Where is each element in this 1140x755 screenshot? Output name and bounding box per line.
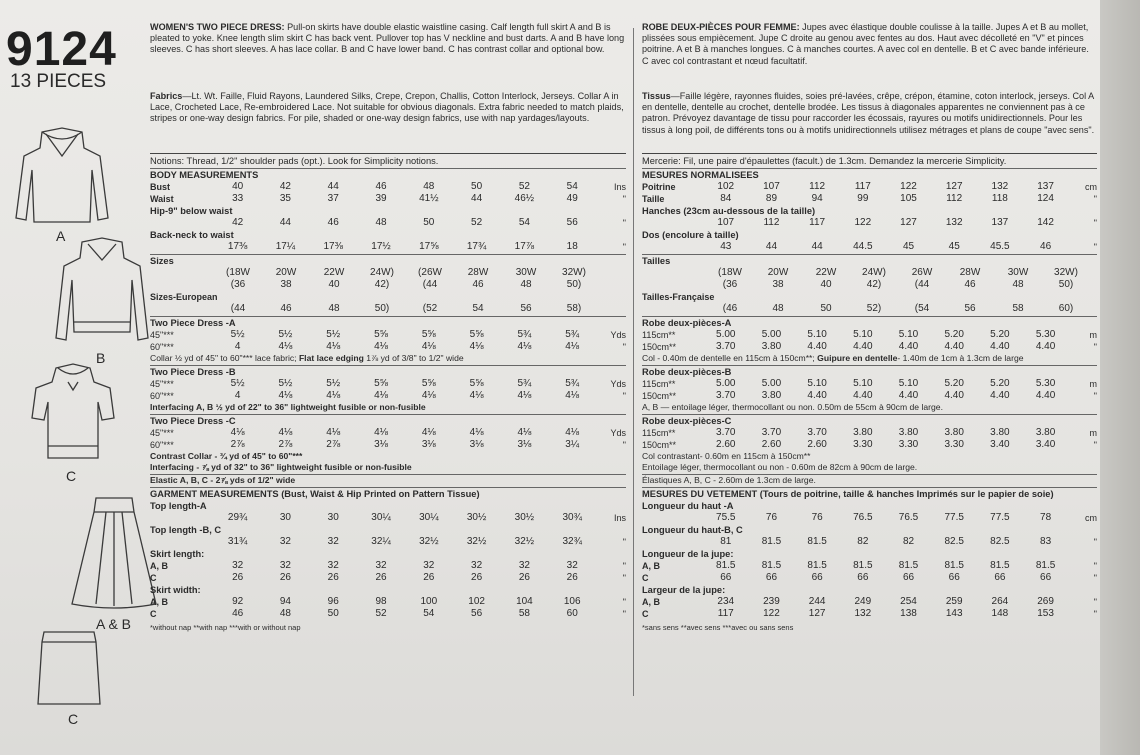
robe-a-115: 115cm** 5.00 5.00 5.10 5.10 5.10 5.20 5.20 5.30 m <box>642 329 1097 340</box>
tailles-label: Tailles <box>642 256 671 266</box>
longueur-jupe-ab: A, B 81.5 81.5 81.5 81.5 81.5 81.5 81.5 81.5 " <box>642 560 1097 571</box>
skirt-length-ab: A, B 32 32 32 32 32 32 32 32 " <box>150 560 626 571</box>
dress-c-45: 45"*** 4⅛ 4⅛ 4⅛ 4⅛ 4⅛ 4⅛ 4⅛ 4⅛ Yds <box>150 427 626 438</box>
view-c-sketch <box>31 363 115 459</box>
body-measurements-title: BODY MEASUREMENTS <box>150 170 259 180</box>
column-divider <box>633 28 634 696</box>
poitrine-row: Poitrine 102 107 112 117 122 127 132 137 cm <box>642 181 1097 192</box>
dress-a-60: 60"*** 4 4⅛ 4⅛ 4⅛ 4⅛ 4⅛ 4⅛ 4⅛ " <box>150 341 626 352</box>
dress-b-45: 45"*** 5½ 5½ 5½ 5⅝ 5⅝ 5⅝ 5¾ 5¾ Yds <box>150 378 626 389</box>
robe-c-150: 150cm** 2.60 2.60 2.60 3.30 3.30 3.30 3.40 3.40 " <box>642 439 1097 450</box>
footnote-en: *without nap **with nap ***with or witho… <box>150 623 301 632</box>
skirt-width-label: Skirt width: <box>150 585 201 595</box>
skirt-width-ab: A, B 92 94 96 98 100 102 104 106 " <box>150 596 626 607</box>
dos-row: 43 44 44 44.5 45 45 45.5 46 " <box>720 241 1097 252</box>
sizes-eu-row: Sizes-European <box>150 292 218 302</box>
largeur-jupe-ab: A, B 234 239 244 249 254 259 264 269 " <box>642 596 1097 607</box>
top-length-bc-label: Top length -B, C <box>150 525 222 535</box>
notions-fr: Mercerie: Fil, une paire d'épaulettes (f… <box>642 153 1097 167</box>
top-length-a-row: 29¾ 30 30 30¼ 30¼ 30½ 30½ 30¾ Ins <box>227 512 626 523</box>
hip-row: 42 44 46 48 50 52 54 56 " <box>232 217 626 228</box>
robe-b-150: 150cm** 3.70 3.80 4.40 4.40 4.40 4.40 4.40 4.40 " <box>642 390 1097 401</box>
top-length-a-label: Top length-A <box>150 501 207 511</box>
dress-c-interfacing: Interfacing - ⅞ yd of 32" to 36" lightwe… <box>150 462 412 472</box>
robe-a-col: Col - 0.40m de dentelle en 115cm à 150cm… <box>642 353 1024 363</box>
garment-measurements-title: GARMENT MEASUREMENTS (Bust, Waist & Hip … <box>150 489 480 499</box>
longueur-haut-a-label: Longueur du haut -A <box>642 501 734 511</box>
sizes-label: Sizes <box>150 256 174 266</box>
tailles-row: (18W 20W 22W 24W) 26W 28W 30W 32W) <box>718 267 1078 278</box>
french-column: ROBE DEUX-PIÈCES POUR FEMME: Jupes avec … <box>642 22 1097 633</box>
bust-row: Bust 40 42 44 46 48 50 52 54 Ins <box>150 181 626 192</box>
fabrics-fr: Tissus—Faille légère, rayonnes fluides, … <box>642 91 1095 135</box>
tailles-row-2: (36 38 40 42) (44 46 48 50) <box>722 279 1074 290</box>
dress-b-60: 60"*** 4 4⅛ 4⅛ 4⅛ 4⅛ 4⅛ 4⅛ 4⅛ " <box>150 390 626 401</box>
longueur-jupe-label: Longueur de la jupe: <box>642 549 734 559</box>
hip-label: Hip-9" below waist <box>150 206 233 216</box>
view-c-label: C <box>66 468 77 484</box>
robe-c-title: Robe deux-pièces-C <box>642 416 732 426</box>
top-length-bc-row: 31¾ 32 32 32¼ 32½ 32½ 32½ 32¾ " <box>227 536 626 547</box>
robe-b-entoilage: A, B — entoilage léger, thermocollant ou… <box>642 402 943 412</box>
waist-row: Waist 33 35 37 39 41½ 44 46½ 49 " <box>150 193 626 204</box>
longueur-haut-a-row: 75.5 76 76 76.5 76.5 77.5 77.5 78 cm <box>716 512 1097 523</box>
dress-c-60: 60"*** 2⅞ 2⅞ 2⅞ 3⅛ 3⅛ 3⅛ 3⅛ 3¼ " <box>150 439 626 450</box>
tailles-fr-label: Tailles-Française <box>642 292 715 302</box>
robe-a-150: 150cm** 3.70 3.80 4.40 4.40 4.40 4.40 4.40 4.40 " <box>642 341 1097 352</box>
pattern-number: 9124 <box>6 23 117 76</box>
view-c-skirt-sketch <box>37 631 101 705</box>
view-c2-label: C <box>68 711 79 727</box>
elastic-en: Elastic A, B, C - 2⅞ yds of 1/2" wide <box>150 475 296 485</box>
dress-c-collar: Contrast Collar - ¾ yd of 45" to 60"*** <box>150 451 303 461</box>
back-row: 17⅜ 17¼ 17⅜ 17½ 17⅝ 17¾ 17⅞ 18 " <box>227 241 626 252</box>
back-label: Back-neck to waist <box>150 230 234 240</box>
robe-b-115: 115cm** 5.00 5.00 5.10 5.10 5.10 5.20 5.20 5.30 m <box>642 378 1097 389</box>
hanches-label: Hanches (23cm au-dessous de la taille) <box>642 206 816 216</box>
view-ab-label: A & B <box>96 616 132 632</box>
robe-b-title: Robe deux-pièces-B <box>642 367 732 377</box>
longueur-haut-bc-label: Longueur du haut-B, C <box>642 525 743 535</box>
tailles-fr-values: (46 48 50 52) (54 56 58 60) <box>722 303 1074 314</box>
view-a-sketch <box>15 127 109 223</box>
view-b-label: B <box>96 350 106 366</box>
background-wall <box>1100 0 1140 755</box>
skirt-length-label: Skirt length: <box>150 549 205 559</box>
robe-c-entoilage: Entoilage léger, thermocollant ou non - … <box>642 462 918 472</box>
longueur-jupe-c: C 66 66 66 66 66 66 66 66 " <box>642 572 1097 583</box>
description-en: WOMEN'S TWO PIECE DRESS: Pull-on skirts … <box>150 22 625 55</box>
view-a-label: A <box>56 228 66 244</box>
dress-a-collar: Collar ½ yd of 45" to 60"*** lace fabric… <box>150 353 464 363</box>
sizes-row-2: (36 38 40 42) (44 46 48 50) <box>230 279 582 290</box>
dress-c-title: Two Piece Dress -C <box>150 416 236 426</box>
mesures-title: MESURES NORMALISEES <box>642 170 759 180</box>
dress-b-interfacing: Interfacing A, B ½ yd of 22" to 36" ligh… <box>150 402 426 412</box>
sizes-row: (18W 20W 22W 24W) (26W 28W 30W 32W) <box>226 267 586 278</box>
skirt-length-c: C 26 26 26 26 26 26 26 26 " <box>150 572 626 583</box>
dress-a-45: 45"*** 5½ 5½ 5½ 5⅝ 5⅝ 5⅝ 5¾ 5¾ Yds <box>150 329 626 340</box>
largeur-jupe-label: Largeur de la jupe: <box>642 585 726 595</box>
largeur-jupe-c: C 117 122 127 132 138 143 148 153 " <box>642 608 1097 619</box>
dos-label: Dos (encolure à taille) <box>642 230 739 240</box>
sizes-eu-values: (44 46 48 50) (52 54 56 58) <box>230 303 582 314</box>
robe-c-col: Col contrastant- 0.60m en 115cm à 150cm*… <box>642 451 811 461</box>
robe-c-115: 115cm** 3.70 3.70 3.70 3.80 3.80 3.80 3.80 3.80 m <box>642 427 1097 438</box>
view-ab-skirt-sketch <box>71 497 157 609</box>
skirt-width-c: C 46 48 50 52 54 56 58 60 " <box>150 608 626 619</box>
robe-a-title: Robe deux-pièces-A <box>642 318 732 328</box>
longueur-haut-bc-row: 81 81.5 81.5 82 82 82.5 82.5 83 " <box>720 536 1097 547</box>
description-fr: ROBE DEUX-PIÈCES POUR FEMME: Jupes avec … <box>642 22 1089 66</box>
elastiques-fr: Élastiques A, B, C - 2.60m de 1.3cm de l… <box>642 475 816 485</box>
dress-a-title: Two Piece Dress -A <box>150 318 236 328</box>
pieces-count: 13 PIECES <box>10 71 107 92</box>
taille-row: Taille 84 89 94 99 105 112 118 124 " <box>642 193 1097 204</box>
footnote-fr: *sans sens **avec sens ***avec ou sans s… <box>642 623 794 632</box>
fabrics-en: Fabrics—Lt. Wt. Faille, Fluid Rayons, La… <box>150 91 624 124</box>
dress-b-title: Two Piece Dress -B <box>150 367 236 377</box>
view-b-sketch <box>55 237 149 341</box>
english-column: WOMEN'S TWO PIECE DRESS: Pull-on skirts … <box>150 22 626 633</box>
mesures-vetement-title: MESURES DU VETEMENT (Tours de poitrine, … <box>642 489 1054 499</box>
hanches-row: 107 112 117 122 127 132 137 142 " <box>717 217 1097 228</box>
notions-en: Notions: Thread, 1/2" shoulder pads (opt… <box>150 153 626 167</box>
